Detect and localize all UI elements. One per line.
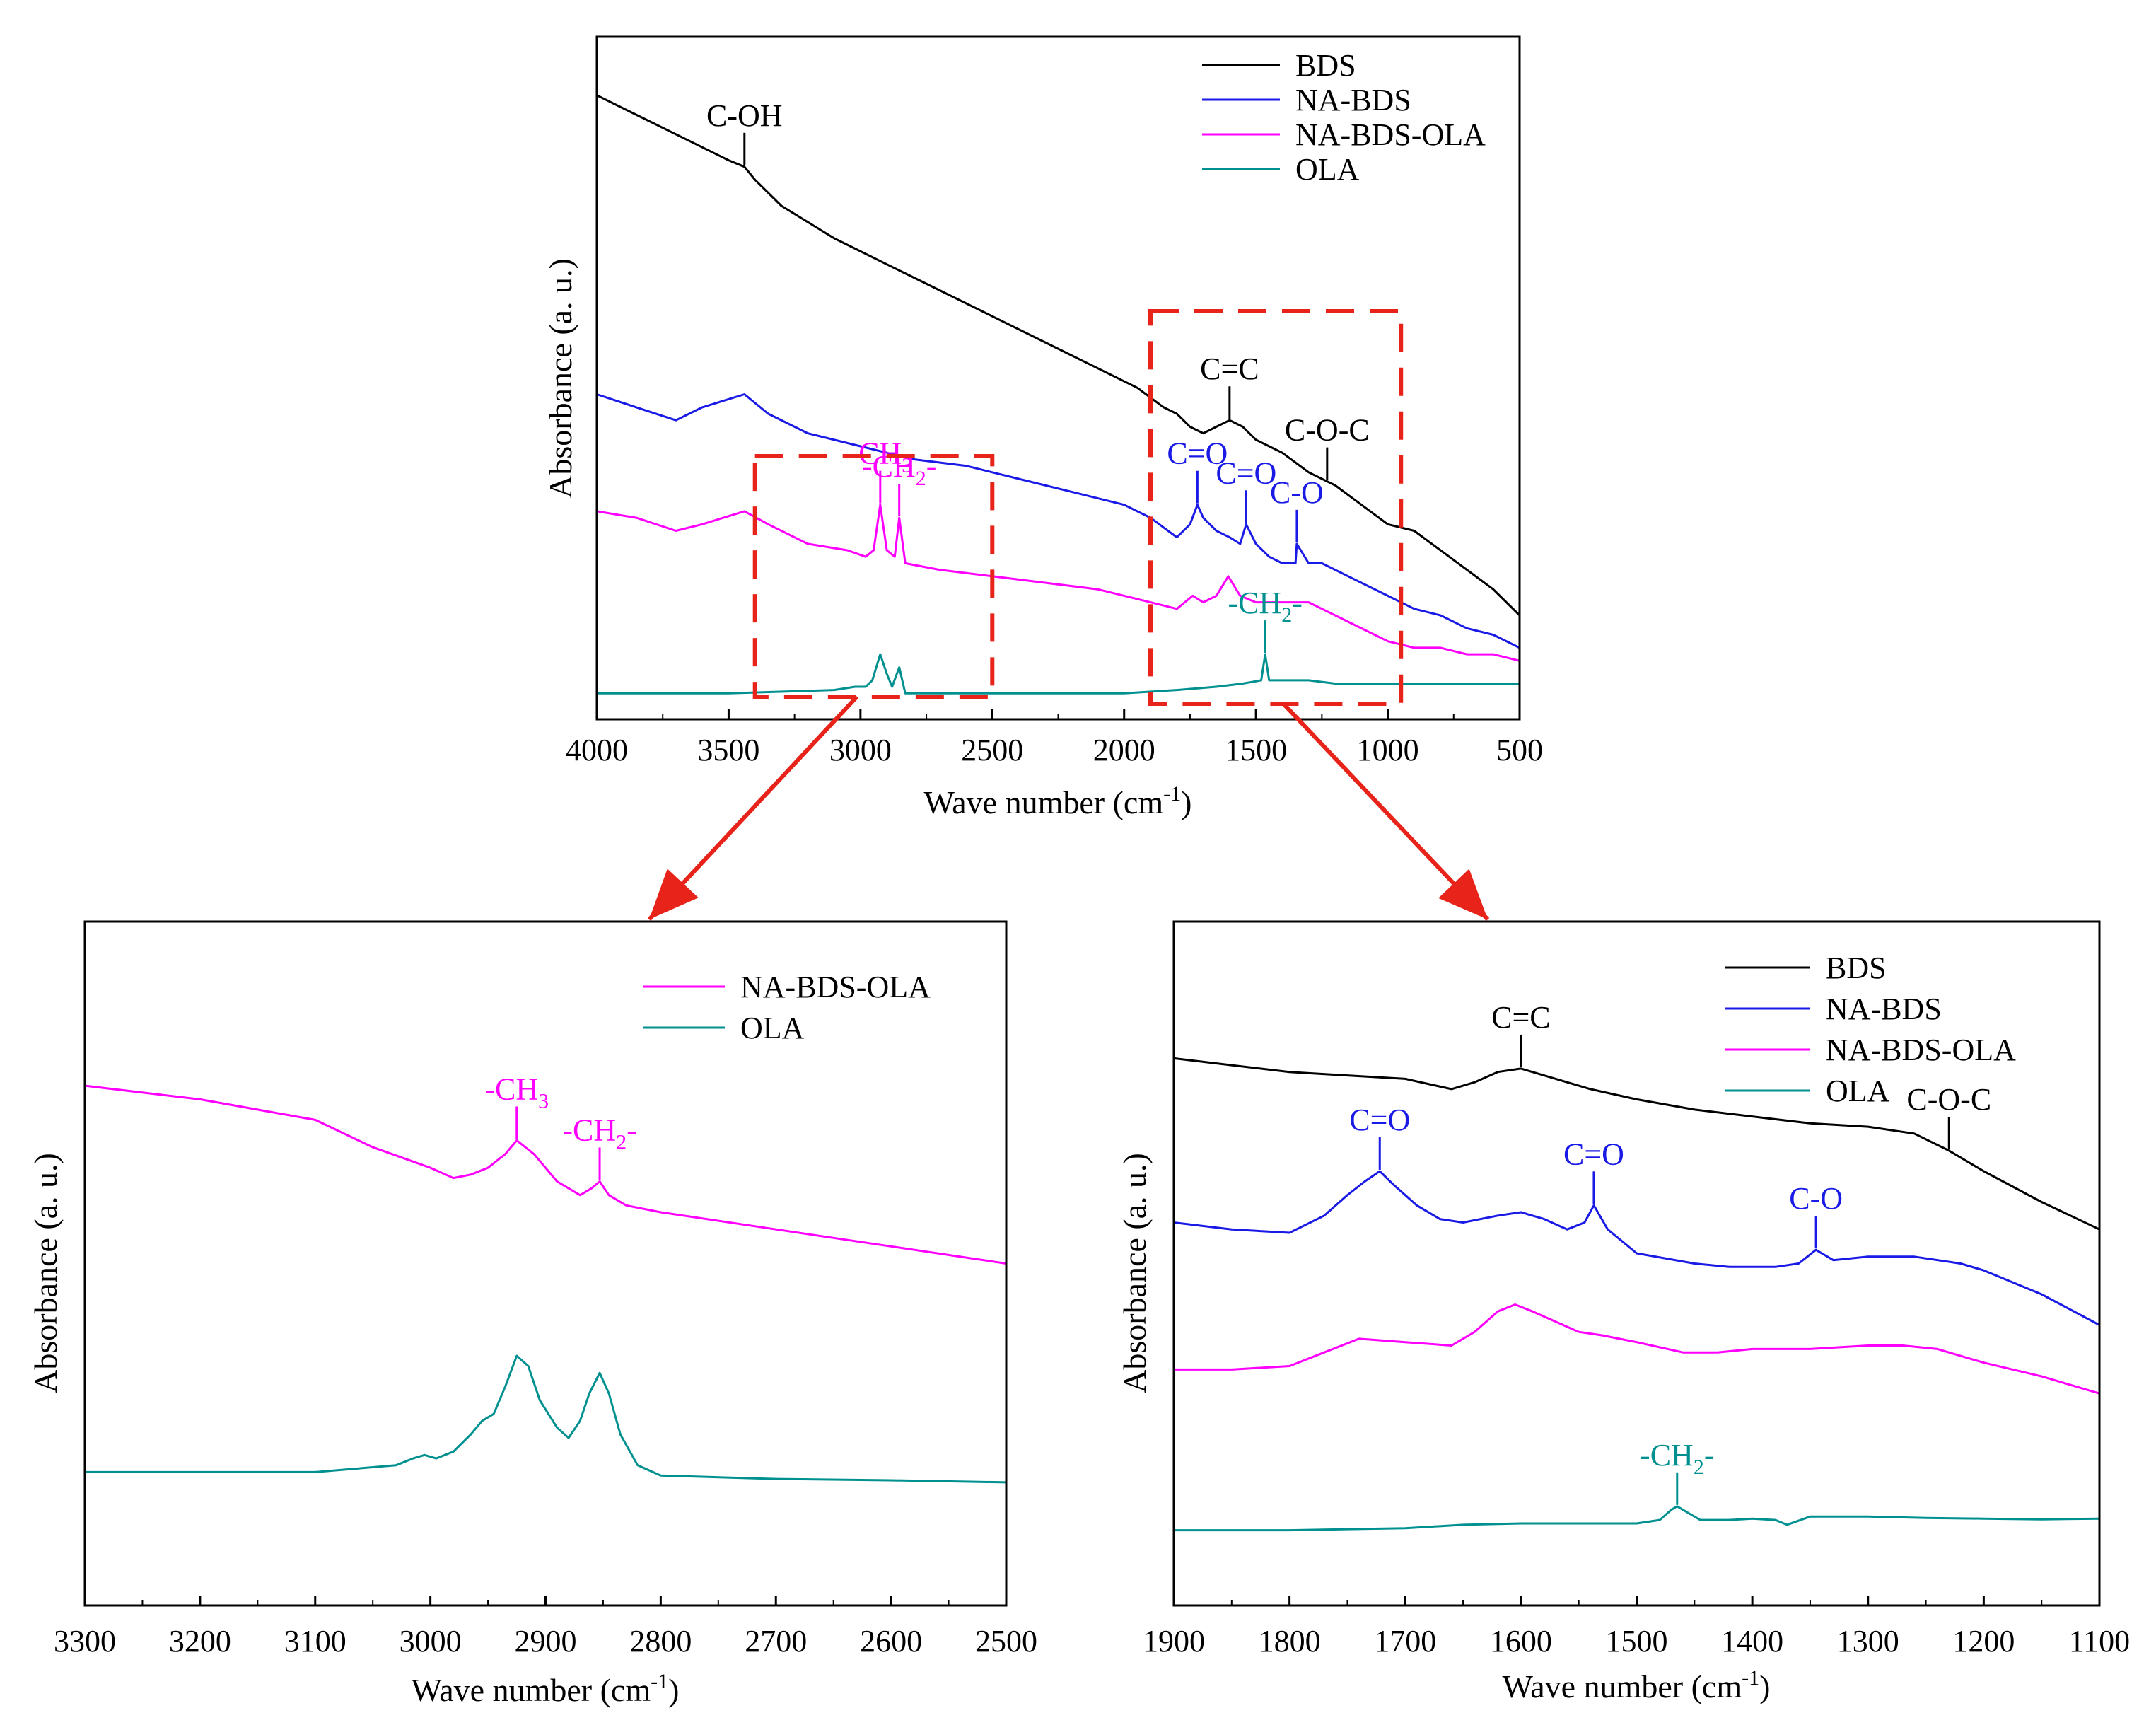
- zoom-arrow-right-head: [1438, 869, 1488, 919]
- annotation-label: C-O: [1270, 475, 1324, 510]
- series-line-na-bds-ola: [596, 504, 1520, 662]
- series-line-na-bds: [596, 393, 1520, 649]
- annotation-label: C=O: [1349, 1103, 1410, 1137]
- x-tick-label: 1300: [1837, 1624, 1899, 1659]
- legend-label-bds: BDS: [1295, 48, 1356, 83]
- x-tick-label: 1700: [1374, 1624, 1436, 1659]
- series-line-bds: [596, 94, 1521, 617]
- bottom-left-y-axis-label: Absorbance (a. u.): [28, 1153, 64, 1393]
- x-tick-label: 2500: [961, 733, 1023, 767]
- x-tick-label: 1100: [2069, 1624, 2130, 1659]
- x-tick-label: 3000: [400, 1624, 462, 1659]
- bottom-left-x-ticks: 3300 3200 3100 3000 2900 2800 2700 2600 2500: [54, 1596, 1037, 1659]
- series-line-bds: [1173, 1057, 2100, 1231]
- x-tick-label: 500: [1496, 733, 1543, 767]
- x-tick-label: 2900: [515, 1624, 577, 1659]
- x-tick-label: 2700: [745, 1624, 807, 1659]
- x-tick-label: 3100: [284, 1624, 346, 1659]
- zoom-arrow-left-shaft: [647, 695, 859, 922]
- x-tick-label: 2500: [975, 1624, 1037, 1659]
- series-line-ola: [85, 1354, 1007, 1484]
- bottom-left-plot-area: [84, 1084, 1007, 1484]
- zoom-arrow-right-shaft: [1281, 702, 1490, 922]
- bottom-right-x-axis-label: Wave number (cm-1): [1503, 1666, 1771, 1704]
- annotation-label: C=C: [1200, 352, 1259, 386]
- series-line-na-bds-ola: [1174, 1303, 2100, 1395]
- annotation-label: C-O-C: [1285, 413, 1370, 448]
- legend-label-ola: OLA: [740, 1011, 805, 1045]
- annotation-label: -CH2-: [1640, 1438, 1714, 1479]
- x-tick-label: 2000: [1093, 733, 1155, 767]
- bottom-right-legend: BDS NA-BDS NA-BDS-OLA OLA: [1725, 951, 2016, 1108]
- bottom-left-annotations: -CH3 -CH2-: [484, 1071, 637, 1180]
- top-plot-area: [596, 94, 1521, 695]
- top-y-axis-label: Absorbance (a. u.): [542, 258, 578, 499]
- x-tick-label: 1200: [1952, 1624, 2015, 1659]
- chart-top: 4000 3500 3000 2500 2000 1500 1000 500 Wave num…: [542, 35, 1543, 820]
- legend-label-na-bds: NA-BDS: [1295, 83, 1411, 117]
- series-line-na-bds: [1173, 1170, 2100, 1326]
- x-tick-label: 1800: [1259, 1624, 1321, 1659]
- annotation-label: -CH2-: [1228, 586, 1302, 627]
- x-tick-label: 3500: [697, 733, 759, 767]
- annotation-label: C-O: [1789, 1181, 1843, 1216]
- x-tick-label: 4000: [566, 733, 628, 767]
- x-tick-label: 2800: [629, 1624, 692, 1659]
- annotation-label: C=O: [1216, 455, 1276, 490]
- series-line-ola: [1174, 1505, 2100, 1532]
- legend-label-na-bds-ola: NA-BDS-OLA: [1826, 1033, 2016, 1067]
- legend-label-na-bds: NA-BDS: [1826, 992, 1942, 1026]
- annotation-label: C-OH: [706, 98, 783, 133]
- bottom-left-x-axis-label: Wave number (cm-1): [412, 1670, 680, 1708]
- legend-label-bds: BDS: [1826, 951, 1887, 985]
- bottom-right-x-ticks: 1900 1800 1700 1600 1500 1400 1300 1200 1100: [1143, 1596, 2130, 1659]
- chart-bottom-right: 1900 1800 1700 1600 1500 1400 1300 1200 1100 Wav…: [1117, 920, 2130, 1704]
- legend-label-ola: OLA: [1295, 152, 1360, 187]
- x-tick-label: 3300: [54, 1624, 116, 1659]
- bottom-right-y-axis-label: Absorbance (a. u.): [1117, 1153, 1153, 1393]
- legend-label-na-bds-ola: NA-BDS-OLA: [740, 970, 931, 1004]
- bottom-right-plot-area: [1173, 1057, 2100, 1532]
- top-x-ticks: 4000 3500 3000 2500 2000 1500 1000 500: [566, 709, 1543, 767]
- x-tick-label: 1500: [1606, 1624, 1668, 1659]
- annotation-label: C=O: [1167, 436, 1228, 471]
- series-line-na-bds-ola: [84, 1084, 1007, 1265]
- x-tick-label: 1600: [1490, 1624, 1552, 1659]
- chart-bottom-left: 3300 3200 3100 3000 2900 2800 2700 2600 2500 Wav…: [28, 920, 1037, 1708]
- annotation-label: -CH3: [484, 1071, 549, 1113]
- x-tick-label: 3000: [829, 733, 892, 767]
- annotation-label: -CH2-: [562, 1113, 636, 1154]
- x-tick-label: 3200: [169, 1624, 231, 1659]
- annotation-label: -CH3: [848, 436, 912, 477]
- annotation-label: C-O-C: [1906, 1082, 1991, 1117]
- x-tick-label: 2600: [860, 1624, 922, 1659]
- x-tick-label: 1900: [1143, 1624, 1205, 1659]
- bottom-right-annotations: C=C C-O-C C=O C=O C-O -CH2-: [1349, 1000, 1991, 1505]
- zoom-arrow-left-head: [649, 869, 699, 919]
- x-tick-label: 1500: [1225, 733, 1287, 767]
- annotation-label: C=O: [1563, 1137, 1624, 1171]
- bottom-left-legend: NA-BDS-OLA OLA: [643, 970, 931, 1045]
- x-tick-label: 1400: [1721, 1624, 1783, 1659]
- top-x-axis-label: Wave number (cm-1): [924, 782, 1192, 820]
- highlight-box: [1148, 309, 1404, 706]
- highlight-box: [752, 454, 995, 699]
- annotation-label: C=C: [1491, 1000, 1551, 1035]
- x-tick-label: 1000: [1357, 733, 1419, 767]
- series-line-ola: [597, 653, 1520, 695]
- legend-label-na-bds-ola: NA-BDS-OLA: [1295, 117, 1486, 152]
- legend-label-ola: OLA: [1826, 1074, 1890, 1108]
- zoom-highlights: [647, 309, 1490, 922]
